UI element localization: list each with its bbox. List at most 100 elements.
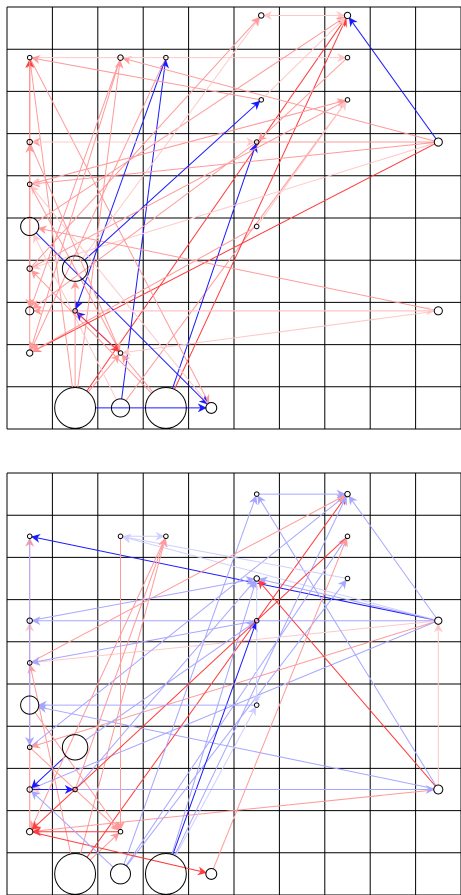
edge-a4-a20 xyxy=(28,60,121,351)
node-b15 xyxy=(61,734,89,761)
node-b20 xyxy=(26,828,34,836)
edge-a11-a2 xyxy=(348,17,437,140)
edge-a7-a2 xyxy=(262,17,346,99)
edge-a11-a12 xyxy=(31,141,435,188)
node-a5 xyxy=(163,54,169,61)
edge-a13-a2 xyxy=(36,16,346,222)
edge-a24-a10 xyxy=(172,143,258,389)
node-a22 xyxy=(54,386,97,429)
edge-b23-b8 xyxy=(126,579,347,867)
node-a24 xyxy=(144,386,187,429)
node-a16 xyxy=(26,265,33,272)
edge-b24-b2 xyxy=(174,495,347,856)
edge-b11-b2 xyxy=(348,495,437,619)
edge-b19-b20 xyxy=(31,789,434,836)
edge-b19-b1 xyxy=(257,495,437,786)
edge-b11-b3 xyxy=(31,533,435,621)
edge-a24-a21 xyxy=(121,354,154,393)
node-a23 xyxy=(110,398,131,418)
node-b10 xyxy=(253,617,260,624)
node-b2 xyxy=(344,490,351,498)
edge-a14-a20 xyxy=(31,227,255,352)
node-a17 xyxy=(72,308,78,314)
node-a9 xyxy=(26,138,33,146)
node-a3 xyxy=(26,54,33,61)
node-a20 xyxy=(26,349,34,357)
edge-b16-b21 xyxy=(31,748,120,831)
node-b8 xyxy=(344,575,351,582)
edge-a25-a12 xyxy=(30,185,209,404)
node-a4 xyxy=(117,54,124,61)
nodes-top xyxy=(20,11,443,429)
node-a6 xyxy=(344,54,351,61)
edge-a3-a25 xyxy=(30,59,210,404)
edge-a16-a1 xyxy=(31,16,261,267)
node-b11 xyxy=(434,616,443,625)
edge-b23-b6 xyxy=(125,537,347,866)
node-a7 xyxy=(258,97,265,103)
node-b21 xyxy=(117,828,124,835)
node-b23 xyxy=(110,863,131,885)
edge-b13-b21 xyxy=(34,712,120,831)
nodes-bottom xyxy=(20,490,444,895)
node-b7 xyxy=(253,575,260,582)
edge-b5-b20 xyxy=(30,538,166,830)
node-b25 xyxy=(205,867,218,880)
edge-b24-b7 xyxy=(171,580,258,855)
edge-b24-b10 xyxy=(172,621,258,855)
edge-a24-a2 xyxy=(174,17,347,390)
edge-a11-a16 xyxy=(31,142,435,270)
node-b14 xyxy=(253,702,260,708)
node-b9 xyxy=(26,617,33,624)
edge-a5-a20 xyxy=(30,59,166,351)
node-a18 xyxy=(25,306,35,316)
panel-top xyxy=(6,6,461,430)
edge-a23-a5 xyxy=(121,58,170,399)
edge-b24-b14 xyxy=(175,706,257,857)
node-a19 xyxy=(433,306,443,316)
edges-bottom xyxy=(25,489,443,876)
node-a10 xyxy=(253,139,260,145)
node-b22 xyxy=(54,852,97,895)
edge-b25-b6 xyxy=(212,537,348,870)
edge-a15-a1 xyxy=(82,16,261,259)
edge-b15-b10 xyxy=(85,621,256,741)
edge-b17-b5 xyxy=(75,537,167,788)
edge-b15-b18 xyxy=(31,755,67,789)
node-a25 xyxy=(205,401,218,414)
node-a1 xyxy=(258,12,265,19)
edge-a17-a21 xyxy=(76,312,120,353)
edge-a5-a17 xyxy=(74,59,166,310)
edge-b20-b25 xyxy=(32,831,207,876)
edge-b23-b18 xyxy=(31,790,114,868)
node-b24 xyxy=(144,852,187,895)
edge-a10-a18 xyxy=(32,142,256,309)
node-b16 xyxy=(26,744,33,751)
node-b13 xyxy=(20,695,40,715)
edge-b11-b4 xyxy=(121,534,435,621)
edge-a11-a20 xyxy=(31,143,435,353)
edge-b22-b5 xyxy=(79,537,168,855)
edge-a6-a10 xyxy=(257,58,347,142)
node-a15 xyxy=(61,255,89,282)
node-b3 xyxy=(26,533,33,540)
edge-b12-b2 xyxy=(31,494,346,663)
edge-a22-a2 xyxy=(86,17,347,392)
edge-b22-b2 xyxy=(86,495,347,858)
edge-b22-b12 xyxy=(27,664,72,855)
edge-a12-a21 xyxy=(30,186,120,352)
node-a12 xyxy=(26,181,33,188)
edge-b19-b7 xyxy=(257,579,436,787)
edge-a19-a21 xyxy=(121,310,435,357)
edges-top xyxy=(25,10,437,413)
edge-a13-a25 xyxy=(35,232,209,405)
node-b19 xyxy=(433,784,444,795)
node-b12 xyxy=(26,660,33,666)
edge-a16-a8 xyxy=(31,100,347,268)
edge-a14-a8 xyxy=(257,100,347,225)
node-a13 xyxy=(20,216,40,237)
node-b5 xyxy=(163,533,169,540)
edge-b16-b2 xyxy=(31,495,347,747)
